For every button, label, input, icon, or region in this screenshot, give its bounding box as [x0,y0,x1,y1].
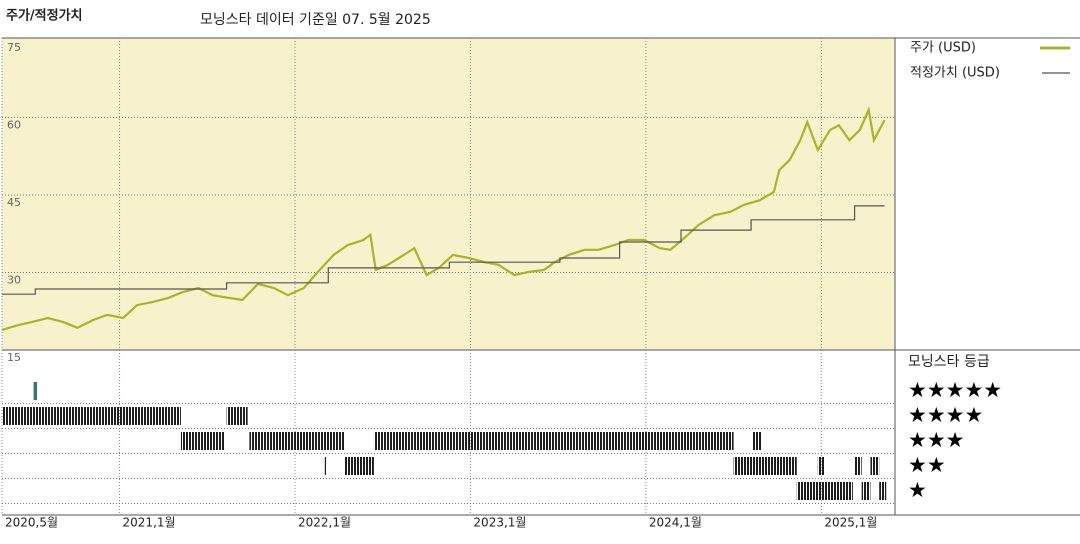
rating-period [324,457,327,475]
rating-period [33,382,38,400]
x-tick-label: 2020,5월 [5,516,58,530]
rating-period [854,457,862,475]
rating-legend: ★★★★★ [908,378,1002,402]
rating-period [344,457,374,475]
rating-period [373,432,734,450]
x-tick-label: 2022,1월 [298,516,351,530]
rating-period [879,482,887,500]
rating-legend: ★★★ [908,428,964,452]
chart-subtitle: 모닝스타 데이터 기준일 07. 5월 2025 [200,12,431,28]
rating-period [249,432,345,450]
rating-period [817,457,825,475]
rating-legend: ★ [908,478,927,502]
x-tick-label: 2024,1월 [649,516,702,530]
rating-period [733,457,797,475]
rating-legend: ★★★★ [908,403,983,427]
y-tick-label: 15 [7,351,21,364]
y-tick-label: 60 [7,119,21,132]
plot-background [2,38,895,350]
y-tick-label: 45 [7,196,21,209]
y-tick-label: 30 [7,274,21,287]
x-tick-label: 2023,1월 [473,516,526,530]
rating-period [796,482,853,500]
legend-label: 주가 (USD) [910,41,976,56]
rating-period [870,457,880,475]
legend-label: 적정가치 (USD) [910,66,1000,81]
x-tick-label: 2025,1월 [824,516,877,530]
rating-period [752,432,762,450]
rating-period [180,432,225,450]
y-tick-label: 75 [7,41,21,54]
rating-legend: ★★ [908,453,946,477]
rating-period [861,482,871,500]
series-line [2,205,885,295]
rating-period [2,407,181,425]
rating-period [226,407,248,425]
x-tick-label: 2021,1월 [123,516,176,530]
series-line [1,105,886,331]
chart-title: 주가/적정가치 [6,8,83,24]
rating-title: 모닝스타 등급 [908,354,990,370]
